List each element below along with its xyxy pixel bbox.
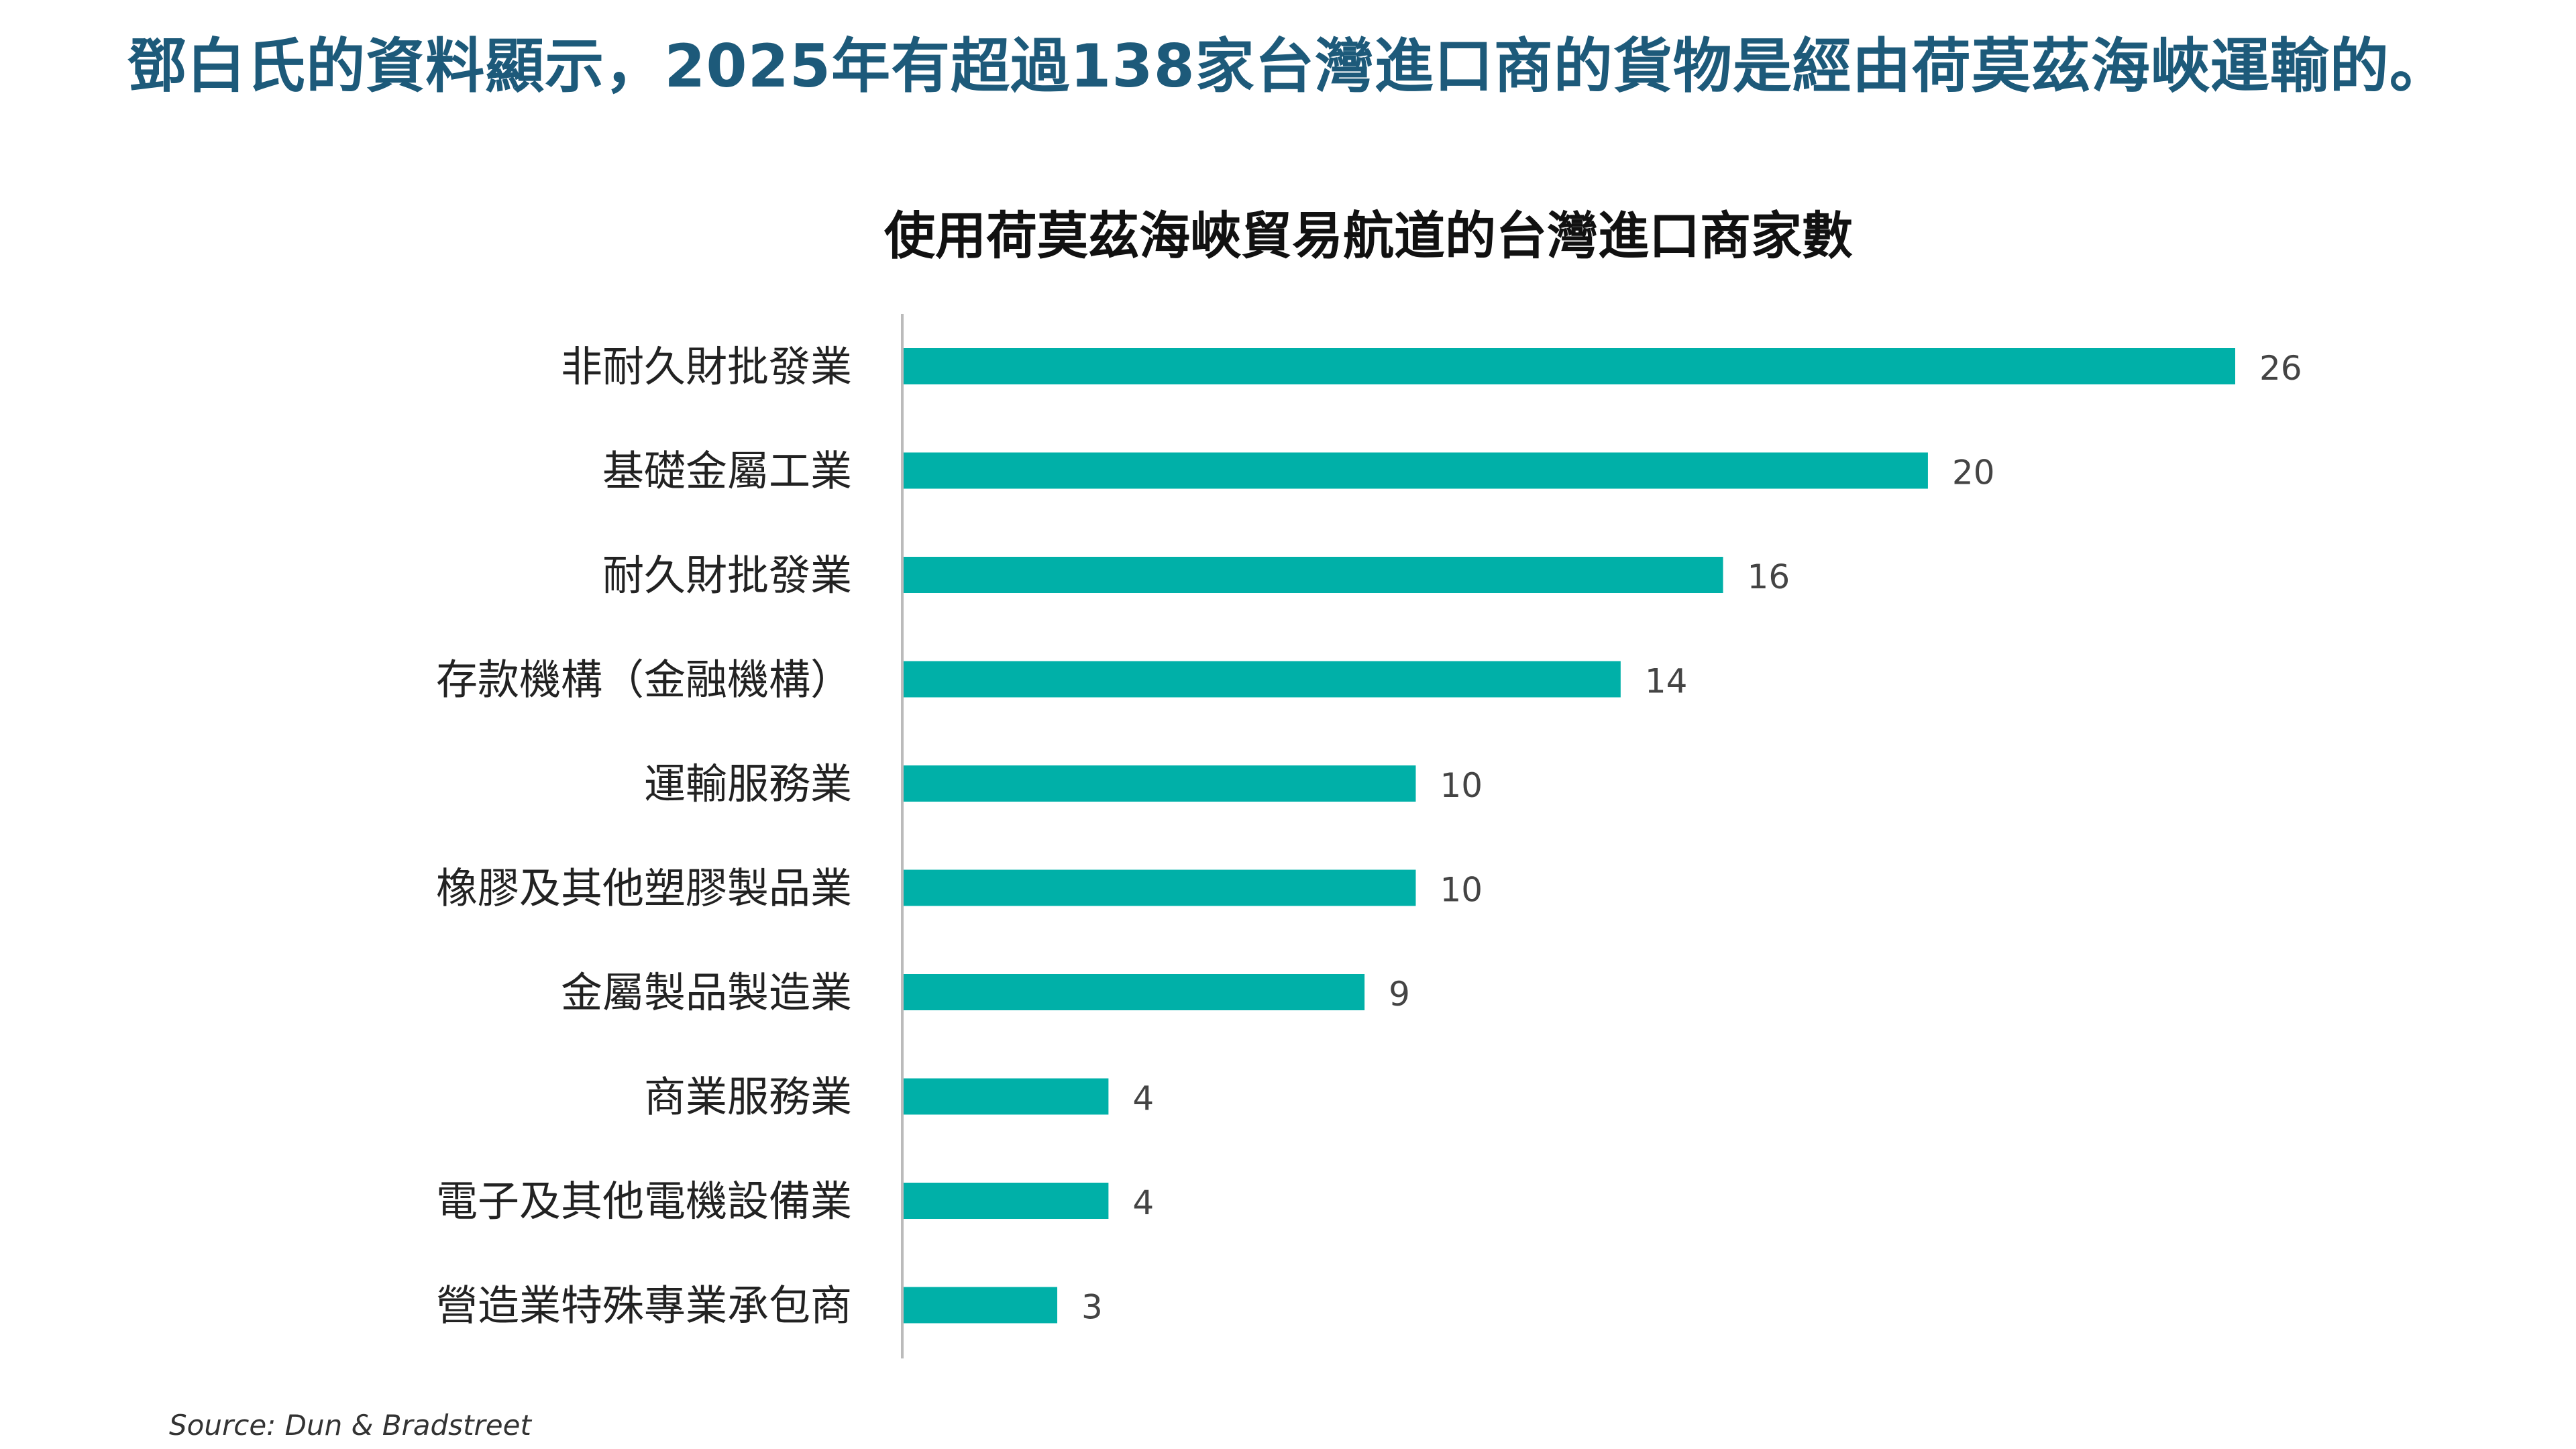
value-label-3: 14 [1645, 662, 1688, 701]
bar-3 [904, 661, 1621, 698]
value-label-9: 3 [1081, 1288, 1103, 1327]
value-label-7: 4 [1132, 1079, 1154, 1118]
category-label-8: 電子及其他電機設備業 [436, 1177, 852, 1226]
bar-6 [904, 974, 1365, 1010]
chart-title: 使用荷莫茲海峽貿易航道的台灣進口商家數 [884, 206, 1853, 266]
value-labels-group: 26 20 16 14 10 10 9 4 4 3 [1081, 349, 2302, 1327]
category-label-7: 商業服務業 [644, 1073, 852, 1122]
category-label-0: 非耐久財批發業 [561, 342, 852, 391]
value-label-5: 10 [1440, 871, 1483, 910]
headline: 鄧白氏的資料顯示，2025年有超過138家台灣進口商的貨物是經由荷莫茲海峽運輸的… [127, 32, 2449, 101]
value-label-2: 16 [1748, 557, 1790, 596]
bar-1 [904, 452, 1928, 489]
value-label-6: 9 [1389, 975, 1410, 1014]
source-note: Source: Dun & Bradstreet [169, 1409, 531, 1442]
category-label-3: 存款機構（金融機構） [436, 655, 852, 704]
bar-5 [904, 869, 1416, 906]
category-label-4: 運輸服務業 [644, 759, 852, 808]
bar-9 [904, 1287, 1058, 1324]
category-label-5: 橡膠及其他塑膠製品業 [436, 864, 852, 913]
bar-0 [904, 348, 2235, 384]
category-label-2: 耐久財批發業 [602, 551, 852, 600]
category-label-6: 金屬製品製造業 [561, 968, 852, 1017]
bar-7 [904, 1078, 1109, 1115]
value-label-4: 10 [1440, 766, 1483, 805]
bars-group [904, 348, 2235, 1324]
category-label-1: 基礎金屬工業 [602, 447, 852, 496]
bar-2 [904, 557, 1723, 593]
value-label-0: 26 [2259, 349, 2302, 388]
category-label-9: 營造業特殊專業承包商 [436, 1281, 852, 1330]
bar-4 [904, 765, 1416, 802]
bar-8 [904, 1183, 1109, 1219]
value-label-8: 4 [1132, 1183, 1154, 1222]
value-label-1: 20 [1952, 453, 1995, 492]
